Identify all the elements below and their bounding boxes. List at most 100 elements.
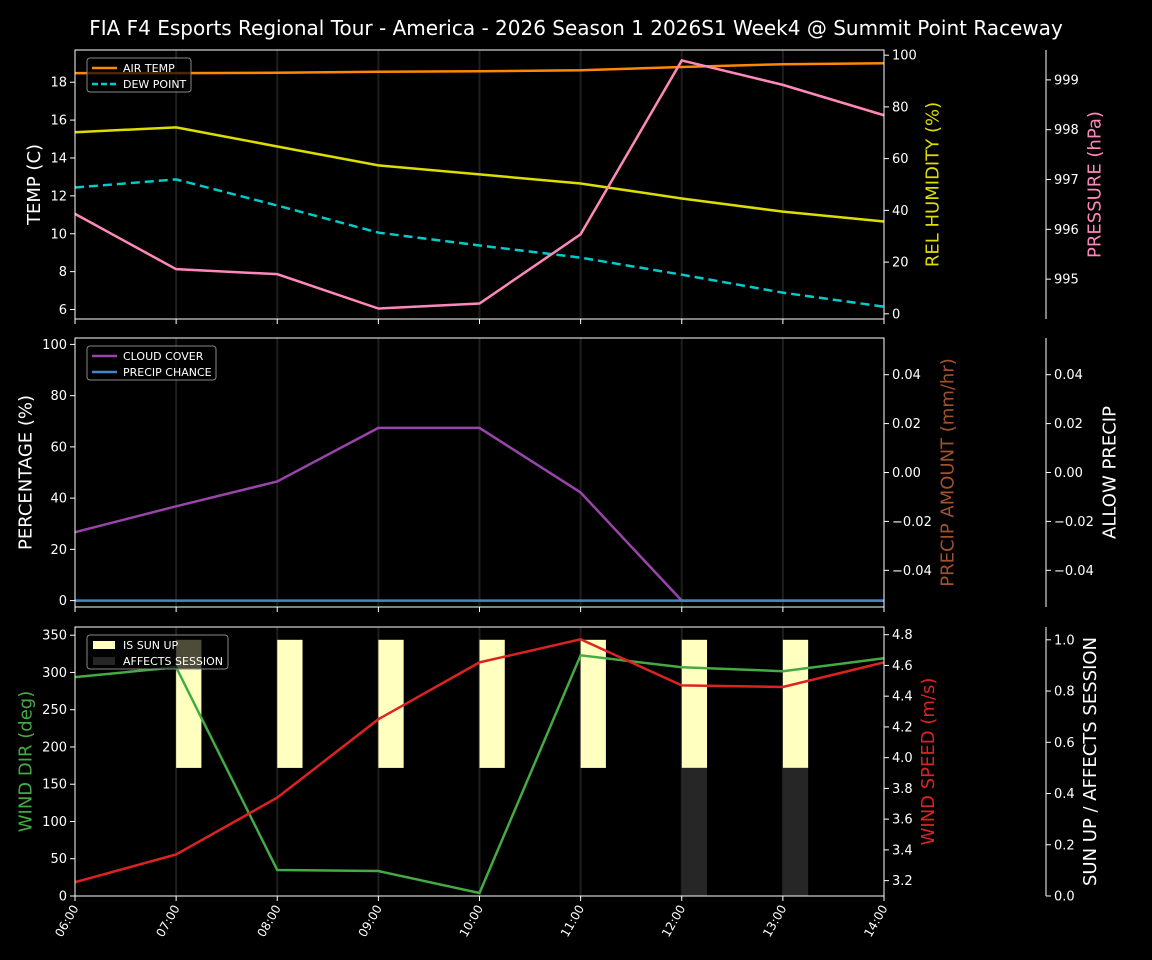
y-tick-label: 16: [50, 114, 67, 129]
axis-label-right1: PRECIP AMOUNT (mm/hr): [937, 358, 958, 587]
bar-is-sun-up: [277, 639, 303, 768]
bar-affects-session: [782, 767, 809, 896]
x-tick-label: 09:00: [356, 903, 385, 940]
y-tick-label: 0.00: [1054, 466, 1083, 481]
y-tick-label: 995: [1054, 273, 1079, 288]
y-tick-label: 6: [59, 303, 67, 318]
y-tick-label: −0.04: [892, 564, 932, 579]
y-tick-label: 50: [50, 852, 67, 867]
y-tick-label: 40: [50, 492, 67, 507]
y-tick-label: 20: [50, 543, 67, 558]
y-tick-label: 250: [42, 703, 67, 718]
axis-label-right2: ALLOW PRECIP: [1099, 406, 1120, 539]
y-tick-label: 1.0: [1054, 633, 1075, 648]
legend: AIR TEMP DEW POINT: [86, 57, 192, 93]
legend-swatch: [93, 641, 115, 649]
bar-is-sun-up: [580, 639, 606, 768]
y-tick-label: 40: [892, 204, 909, 219]
axis-label-left: TEMP (C): [24, 144, 45, 226]
axis-label-right1: WIND SPEED (m/s): [918, 678, 939, 846]
y-tick-label: 60: [892, 152, 909, 167]
y-tick-label: 100: [892, 49, 917, 64]
y-tick-label: 0.04: [1054, 368, 1083, 383]
y-tick-label: 10: [50, 227, 67, 242]
y-tick-label: 4.2: [892, 720, 913, 735]
legend-box: [86, 634, 229, 670]
y-tick-label: 3.4: [892, 843, 913, 858]
y-tick-label: 100: [42, 815, 67, 830]
y-tick-label: 0.02: [1054, 417, 1083, 432]
y-tick-label: 0.02: [892, 417, 921, 432]
y-tick-label: 0.00: [892, 466, 921, 481]
y-tick-label: 20: [892, 256, 909, 271]
x-tick-label: 12:00: [659, 903, 688, 940]
y-tick-label: 8: [59, 265, 67, 280]
x-tick-label: 14:00: [861, 903, 890, 940]
y-tick-label: 0.8: [1054, 685, 1075, 700]
y-tick-label: 0: [59, 890, 67, 905]
x-tick-label: 06:00: [52, 903, 81, 940]
bar-is-sun-up: [378, 639, 404, 768]
axis-label-right2: SUN UP / AFFECTS SESSION: [1080, 637, 1101, 886]
y-tick-label: 300: [42, 666, 67, 681]
y-tick-label: 3.6: [892, 813, 913, 828]
bar-is-sun-up: [782, 639, 809, 768]
y-tick-label: 0.2: [1054, 838, 1075, 853]
y-tick-label: 0.0: [1054, 890, 1075, 905]
x-tick-label: 10:00: [457, 903, 486, 940]
legend-swatch: [93, 657, 115, 665]
y-tick-label: 0.6: [1054, 736, 1075, 751]
axis-label-left: WIND DIR (deg): [16, 691, 37, 833]
x-tick-label: 08:00: [254, 903, 283, 940]
x-tick-label: 11:00: [558, 903, 587, 940]
y-tick-label: 999: [1054, 73, 1079, 88]
y-tick-label: −0.02: [892, 515, 932, 530]
y-tick-label: 4.0: [892, 751, 913, 766]
legend: IS SUN UP AFFECTS SESSION: [86, 634, 229, 670]
legend-label: AFFECTS SESSION: [123, 655, 223, 668]
y-tick-label: 200: [42, 740, 67, 755]
y-tick-label: 18: [50, 76, 67, 91]
y-tick-label: 14: [50, 151, 67, 166]
bar-is-sun-up: [681, 639, 708, 768]
panel-2: 0 20 40 60 80 100 PERCENTAGE (%) −0.04 −0.02 0.00…: [16, 337, 1120, 612]
y-tick-label: −0.04: [1054, 564, 1094, 579]
y-tick-label: 0: [892, 307, 900, 322]
legend-label: CLOUD COVER: [123, 350, 204, 363]
y-tick-label: 996: [1054, 223, 1079, 238]
axis-label-right2: PRESSURE (hPa): [1084, 111, 1105, 258]
y-tick-label: 60: [50, 440, 67, 455]
x-tick-label: 07:00: [153, 903, 182, 940]
legend-label: AIR TEMP: [123, 62, 175, 75]
bar-affects-session: [681, 767, 708, 896]
y-tick-label: 0.4: [1054, 787, 1075, 802]
y-tick-label: 150: [42, 778, 67, 793]
panel-1: 6 8 10 12 14 16 18 TEMP (C) 0 20 40 60 80 100 REL HUMI…: [24, 49, 1105, 324]
y-tick-label: 998: [1054, 123, 1079, 138]
y-tick-label: 4.8: [892, 628, 913, 643]
axis-label-left: PERCENTAGE (%): [16, 395, 37, 550]
y-tick-label: 0: [59, 594, 67, 609]
axis-label-right1: REL HUMIDITY (%): [922, 102, 943, 267]
x-tick-label: 13:00: [760, 903, 789, 940]
y-tick-label: 350: [42, 629, 67, 644]
y-tick-label: 997: [1054, 173, 1079, 188]
y-tick-label: 4.6: [892, 659, 913, 674]
legend-label: DEW POINT: [123, 78, 187, 91]
y-tick-label: 80: [892, 100, 909, 115]
y-tick-label: 3.8: [892, 782, 913, 797]
panel-3: 06:00 07:00 08:00 09:00 10:00 11:00 12:00 13:00…: [16, 626, 1101, 940]
y-tick-label: 0.04: [892, 368, 921, 383]
y-tick-label: 80: [50, 389, 67, 404]
legend: CLOUD COVER PRECIP CHANCE: [86, 345, 217, 381]
legend-label: IS SUN UP: [123, 639, 179, 652]
chart-title: FIA F4 Esports Regional Tour - America -…: [89, 16, 1063, 40]
y-tick-label: 3.2: [892, 874, 913, 889]
y-tick-label: −0.02: [1054, 515, 1094, 530]
y-tick-label: 4.4: [892, 690, 913, 705]
legend-label: PRECIP CHANCE: [123, 366, 212, 379]
y-tick-label: 12: [50, 189, 67, 204]
y-tick-label: 100: [42, 338, 67, 353]
legend-box: [86, 345, 217, 381]
